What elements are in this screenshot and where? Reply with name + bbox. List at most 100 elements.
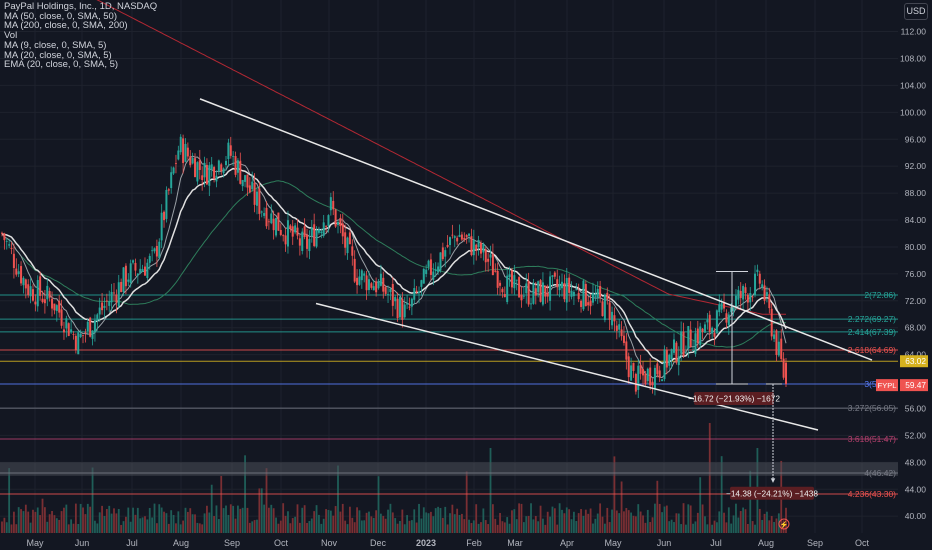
price-label-value: 59.47 <box>905 380 926 390</box>
candle-body <box>668 354 671 366</box>
time-tick-label: Jul <box>710 538 722 548</box>
indicator-ma200[interactable]: MA (200, close, 0, SMA, 200) <box>4 20 128 32</box>
volume-bar <box>108 505 111 533</box>
candle-body <box>739 290 742 298</box>
volume-bar <box>515 519 518 533</box>
volume-bar <box>427 513 430 533</box>
candle-body <box>174 163 177 164</box>
volume-bar <box>198 523 201 533</box>
volume-bar <box>394 518 397 533</box>
measure-tools[interactable]: −16.72 (−21.93%) −1672 ▾ −14.38 (−24.21%) … <box>688 270 818 500</box>
candle-body <box>580 300 583 307</box>
candle-body <box>642 369 645 376</box>
volume-bar <box>153 503 156 533</box>
candle-body <box>472 240 475 256</box>
candle-body <box>179 136 182 153</box>
volume-bar <box>58 519 61 533</box>
time-axis[interactable]: May Jun Jul Aug Sep Oct Nov Dec 2023 Feb Mar Apr May… <box>0 518 932 550</box>
candle-body <box>675 342 678 363</box>
candle-body <box>673 339 675 353</box>
symbol-title[interactable]: PayPal Holdings, Inc., 1D, NASDAQ <box>4 1 158 12</box>
candle-body <box>494 270 497 272</box>
volume-bar <box>758 508 761 533</box>
indicator-vol[interactable]: Vol <box>4 30 18 42</box>
price-axis[interactable]: 112.00 108.00 104.00 100.00 96.00 92.00 88.00 8… <box>876 0 932 550</box>
volume-bar <box>43 507 46 533</box>
candle-body <box>43 299 46 304</box>
volume-bar <box>537 521 540 533</box>
volume-bar <box>263 504 266 533</box>
volume-bar <box>318 514 320 533</box>
currency-button[interactable]: USD <box>904 3 928 20</box>
volume-bar <box>677 513 680 533</box>
volume-bar <box>520 503 523 533</box>
candle-body <box>177 150 180 160</box>
earnings-marker-icon[interactable] <box>778 518 790 530</box>
candle-body <box>489 254 492 258</box>
volume-bar <box>727 507 730 533</box>
candle-body <box>248 185 251 193</box>
volume-bar <box>766 511 768 533</box>
indicator-ema20[interactable]: EMA (20, close, 0, SMA, 5) <box>4 59 119 71</box>
volume-bar <box>241 507 244 533</box>
candle-body <box>525 283 528 294</box>
candle-body <box>143 266 146 276</box>
volume-bar <box>730 523 733 533</box>
candle-body <box>458 234 461 238</box>
trendlines[interactable] <box>199 98 873 431</box>
candle-body <box>468 233 471 236</box>
candle-body <box>484 249 487 263</box>
upper-trendline[interactable] <box>199 98 873 361</box>
volume-bar <box>308 521 311 533</box>
volume-bar <box>351 517 354 533</box>
candle-body <box>203 162 206 178</box>
volume-bar <box>692 523 694 533</box>
volume-bar <box>646 509 649 533</box>
volume-bar <box>632 515 635 533</box>
volume-bar <box>387 509 389 533</box>
volume-bar <box>63 507 65 533</box>
indicator-ma9[interactable]: MA (9, close, 0, SMA, 5) <box>4 39 107 51</box>
candle-body <box>608 302 611 320</box>
candle-body <box>591 293 594 303</box>
candle-body <box>158 241 161 259</box>
candle-body <box>246 174 249 188</box>
volume-bar <box>148 507 151 533</box>
volume-bar <box>649 522 652 533</box>
volume-bar <box>770 515 773 533</box>
candle-body <box>334 209 337 227</box>
candle-body <box>70 329 73 333</box>
volume-bar <box>217 519 220 533</box>
volume-bar <box>618 513 621 533</box>
candle-body <box>379 273 382 286</box>
candle-body <box>718 304 721 313</box>
candle-body <box>532 282 535 304</box>
volume-bar <box>186 511 189 533</box>
candle-body <box>599 286 602 298</box>
candle-body <box>696 328 699 344</box>
time-axis-bg <box>0 533 932 550</box>
lower-trendline[interactable] <box>315 302 819 431</box>
ma50-line <box>1 180 787 348</box>
volume-bar <box>251 521 254 533</box>
candle-body <box>136 273 139 276</box>
candle-body <box>53 303 56 311</box>
candle-body <box>773 334 776 339</box>
price-label-tag <box>900 355 928 368</box>
candle-body <box>663 349 666 380</box>
volume-bar <box>465 471 468 533</box>
volume-bar <box>146 519 149 533</box>
candle-body <box>79 333 82 337</box>
candle-body <box>296 227 299 236</box>
volume-bar <box>310 518 313 533</box>
volume-bar <box>358 510 361 533</box>
volume-bar <box>453 514 456 533</box>
indicator-ma20[interactable]: MA (20, close, 0, SMA, 5) <box>4 49 112 61</box>
candle-body <box>539 280 542 302</box>
volume-bar <box>72 523 75 533</box>
indicator-ma50[interactable]: MA (50, close, 0, SMA, 50) <box>4 10 117 22</box>
volume-bar <box>420 518 423 533</box>
volume-bar <box>706 524 709 533</box>
volume-bar <box>592 523 594 533</box>
